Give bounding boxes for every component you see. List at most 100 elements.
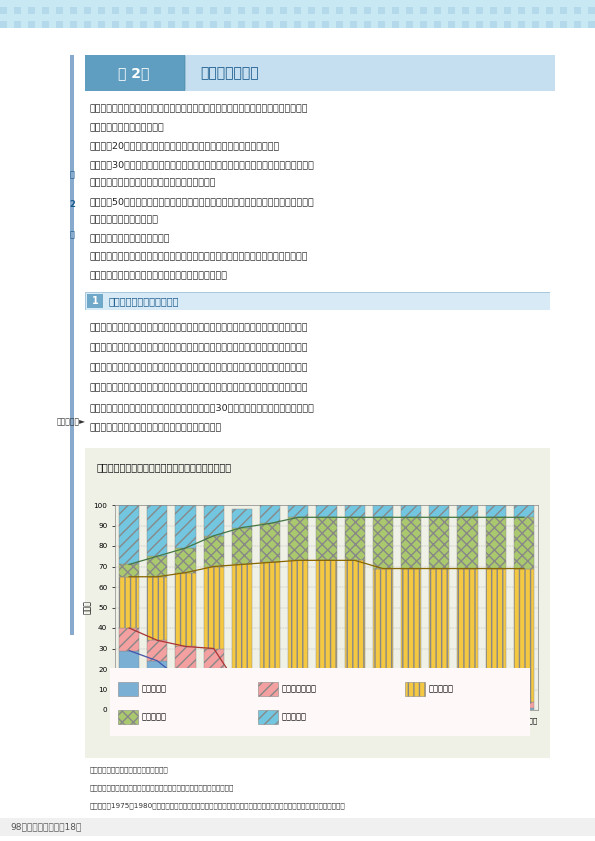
Text: のうち生活保護費が最も大きな割合を占めていた。: のうち生活保護費が最も大きな割合を占めていた。: [90, 424, 223, 432]
Text: に大きく分けることができる。: に大きく分けることができる。: [90, 235, 171, 243]
Bar: [176, 573, 196, 647]
Bar: [458, 517, 478, 569]
Text: 章: 章: [70, 230, 74, 240]
Text: 第 2節: 第 2節: [118, 66, 150, 80]
Bar: [364, 21, 371, 28]
Bar: [196, 21, 203, 28]
Bar: [458, 708, 478, 710]
Bar: [372, 505, 393, 517]
Text: 昭和50年代半ばから、少子高齢化の進展に対応し、将来にわたり持続可能な公的: 昭和50年代半ばから、少子高齢化の進展に対応し、将来にわたり持続可能な公的: [90, 198, 315, 206]
Bar: [0, 7, 7, 14]
Bar: [406, 21, 413, 28]
Bar: [486, 708, 506, 710]
FancyBboxPatch shape: [82, 52, 558, 94]
Bar: [513, 569, 534, 701]
Bar: [560, 7, 567, 14]
Bar: [336, 21, 343, 28]
FancyBboxPatch shape: [118, 682, 138, 696]
Bar: [147, 640, 167, 661]
Bar: [238, 7, 245, 14]
Bar: [147, 556, 167, 577]
Bar: [462, 7, 469, 14]
Text: 救貧政策としての所得保障: 救貧政策としての所得保障: [109, 296, 180, 306]
Bar: [458, 569, 478, 701]
Text: として公的年金制度の重要性が増していった時期: として公的年金制度の重要性が増していった時期: [90, 179, 217, 188]
Bar: [0, 21, 7, 28]
Bar: [112, 21, 119, 28]
Bar: [429, 569, 449, 701]
Bar: [401, 569, 421, 701]
Bar: [546, 7, 553, 14]
Bar: [490, 21, 497, 28]
Bar: [308, 21, 315, 28]
Bar: [372, 700, 393, 708]
Bar: [486, 701, 506, 708]
Bar: [147, 505, 167, 556]
Bar: [458, 505, 478, 517]
Bar: [532, 7, 539, 14]
Bar: [486, 517, 506, 569]
Bar: [288, 560, 308, 698]
Bar: [288, 517, 308, 560]
Bar: [42, 7, 49, 14]
Text: に対する国民の関わりについて考察することとする。: に対する国民の関わりについて考察することとする。: [90, 272, 228, 280]
Bar: [378, 21, 385, 28]
Bar: [429, 505, 449, 517]
Bar: [434, 7, 441, 14]
Bar: [420, 7, 427, 14]
Bar: [294, 7, 301, 14]
Bar: [182, 7, 189, 14]
Bar: [168, 21, 175, 28]
Bar: [317, 698, 337, 708]
Bar: [56, 7, 63, 14]
Bar: [260, 696, 280, 708]
Bar: [154, 7, 161, 14]
FancyBboxPatch shape: [258, 710, 278, 724]
Text: 保健衛生対策費: 保健衛生対策費: [282, 685, 317, 694]
Bar: [294, 21, 301, 28]
Text: む権利（生存権）を保障するという理念に基づく制度として整備された。社会保障関: む権利（生存権）を保障するという理念に基づく制度として整備された。社会保障関: [90, 383, 308, 393]
FancyBboxPatch shape: [258, 682, 278, 696]
Bar: [401, 517, 421, 569]
Text: 社会保険費: 社会保険費: [429, 685, 454, 694]
Text: 係の国の予算（社会保障関係費）を見ると、昭和30年代初頭までは、社会保障関係費: 係の国の予算（社会保障関係費）を見ると、昭和30年代初頭までは、社会保障関係費: [90, 404, 315, 412]
Bar: [203, 648, 224, 698]
Text: 我が国の所得保障としての社会保障制度については、戦後の混乱期は戦傷者や戦没: 我が国の所得保障としての社会保障制度については、戦後の混乱期は戦傷者や戦没: [90, 324, 308, 332]
Bar: [392, 21, 399, 28]
Bar: [119, 564, 139, 577]
Bar: [392, 7, 399, 14]
Bar: [224, 7, 231, 14]
Bar: [260, 505, 280, 523]
Bar: [119, 628, 139, 651]
Bar: [70, 7, 77, 14]
Text: 失業対策費: 失業対策費: [142, 685, 167, 694]
Bar: [372, 569, 393, 700]
Bar: [322, 21, 329, 28]
Bar: [87, 294, 103, 308]
Bar: [176, 647, 196, 684]
Bar: [317, 708, 337, 710]
Bar: [196, 7, 203, 14]
Bar: [490, 7, 497, 14]
Bar: [147, 661, 167, 710]
Bar: [448, 7, 455, 14]
Text: 政策の中心は生活保護制度で、日本国憲法第２条に規定する健康で文化的な生活を営: 政策の中心は生活保護制度で、日本国憲法第２条に規定する健康で文化的な生活を営: [90, 363, 308, 373]
Text: （注２）　1975・1980年については、老人福祉法により老人医療費無料化のための経費は社会福祉費に計上されている。: （注２） 1975・1980年については、老人福祉法により老人医療費無料化のため…: [90, 802, 346, 809]
Bar: [119, 651, 139, 710]
Text: 昭和30年代からの高度経済成長による国民の生活水準の向上等に伴い、防貧政策: 昭和30年代からの高度経済成長による国民の生活水準の向上等に伴い、防貧政策: [90, 161, 315, 169]
Bar: [266, 7, 273, 14]
Bar: [317, 505, 337, 517]
FancyBboxPatch shape: [82, 445, 553, 761]
Bar: [231, 509, 252, 527]
Bar: [518, 21, 525, 28]
Bar: [126, 21, 133, 28]
Bar: [280, 21, 287, 28]
Text: 者遺族等現実に貧困に直面している者を救済する救貧政策が中心であった。その救貧: 者遺族等現実に貧困に直面している者を救済する救貧政策が中心であった。その救貧: [90, 343, 308, 352]
Bar: [401, 701, 421, 708]
Text: 資料：　厚生労働省大臣官房会計課調べ: 資料： 厚生労働省大臣官房会計課調べ: [90, 766, 169, 773]
Text: 98　厚生労働白書（18）: 98 厚生労働白書（18）: [10, 822, 82, 832]
Bar: [119, 577, 139, 628]
Bar: [288, 708, 308, 710]
FancyBboxPatch shape: [405, 682, 425, 696]
Text: 昭和20年代の戦後混乱期の生活保護といった救貧施策が中心の時期: 昭和20年代の戦後混乱期の生活保護といった救貧施策が中心の時期: [90, 142, 280, 151]
